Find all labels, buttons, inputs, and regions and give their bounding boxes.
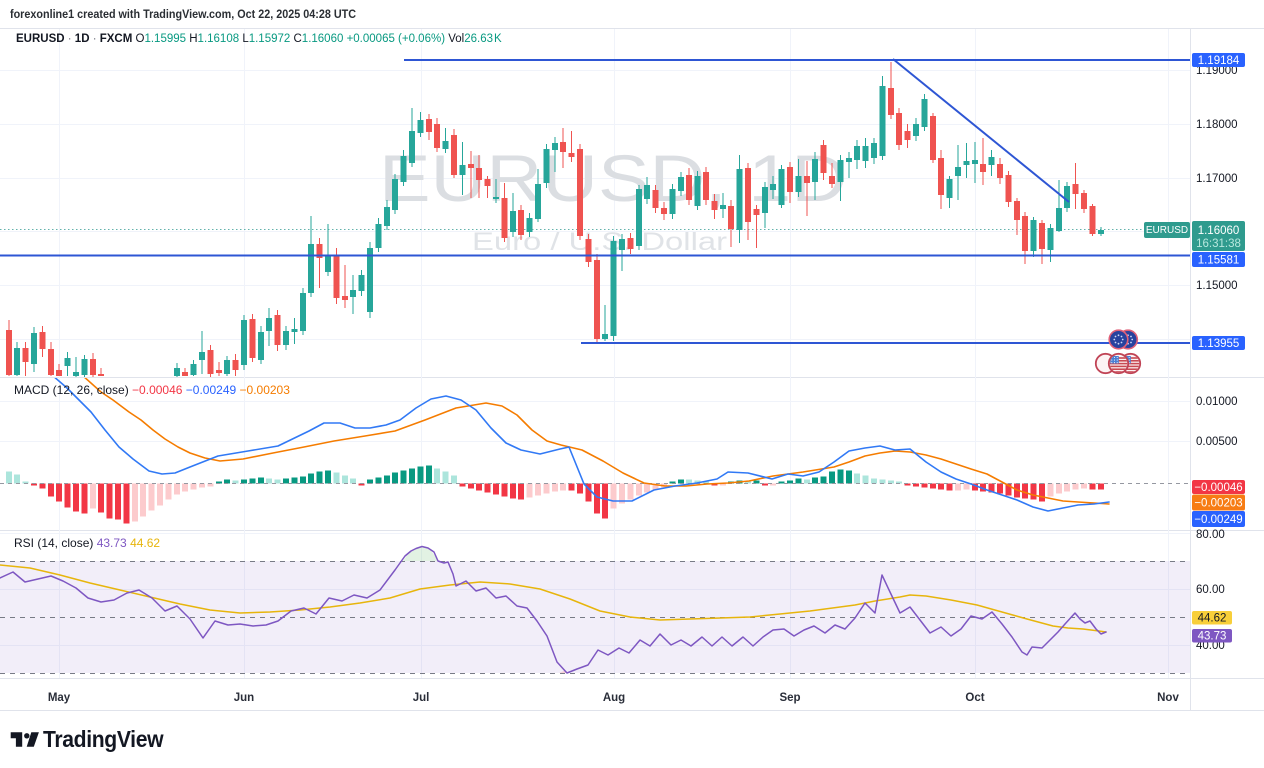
svg-text:1.19184: 1.19184 [1198, 55, 1240, 67]
svg-text:0.00500: 0.00500 [1196, 436, 1238, 448]
svg-text:Oct: Oct [965, 692, 984, 704]
svg-text:43.73: 43.73 [1198, 631, 1227, 643]
svg-text:RSI (14, close) 43.73 44.62: RSI (14, close) 43.73 44.62 [14, 536, 160, 550]
svg-text:1.13955: 1.13955 [1198, 338, 1240, 350]
svg-text:Euro / U.S. Dollar: Euro / U.S. Dollar [472, 228, 727, 256]
svg-text:1.19000: 1.19000 [1196, 65, 1238, 77]
svg-text:Sep: Sep [779, 692, 800, 704]
svg-text:16:31:38: 16:31:38 [1196, 238, 1241, 250]
svg-text:May: May [48, 692, 71, 704]
svg-text:−0.00249: −0.00249 [1194, 514, 1242, 526]
svg-text:EURUSD · 1D · FXCM O1.15995 H1: EURUSD · 1D · FXCM O1.15995 H1.16108 L1.… [16, 33, 502, 45]
svg-text:1.17000: 1.17000 [1196, 173, 1238, 185]
svg-text:80.00: 80.00 [1196, 529, 1225, 541]
svg-text:1.18000: 1.18000 [1196, 119, 1238, 131]
svg-text:1.15581: 1.15581 [1198, 255, 1240, 267]
svg-text:EURUSD, 1D: EURUSD, 1D [379, 141, 847, 215]
svg-text:−0.00203: −0.00203 [1194, 498, 1242, 510]
svg-text:MACD (12, 26, close) −0.00046: MACD (12, 26, close) −0.00046 −0.00249 −… [14, 383, 290, 397]
svg-text:−0.00046: −0.00046 [1194, 482, 1242, 494]
svg-text:1.16060: 1.16060 [1198, 225, 1240, 237]
svg-text:TradingView: TradingView [43, 726, 164, 752]
svg-text:44.62: 44.62 [1198, 613, 1227, 625]
svg-text:Jun: Jun [234, 692, 254, 704]
svg-text:40.00: 40.00 [1196, 640, 1225, 652]
svg-text:0.01000: 0.01000 [1196, 396, 1238, 408]
svg-text:Aug: Aug [603, 692, 625, 704]
svg-text:forexonline1 created with Trad: forexonline1 created with TradingView.co… [10, 7, 356, 21]
svg-text:Nov: Nov [1157, 692, 1179, 704]
svg-text:EURUSD: EURUSD [1146, 225, 1188, 236]
svg-text:1.15000: 1.15000 [1196, 280, 1238, 292]
svg-text:60.00: 60.00 [1196, 584, 1225, 596]
svg-text:Jul: Jul [413, 692, 430, 704]
